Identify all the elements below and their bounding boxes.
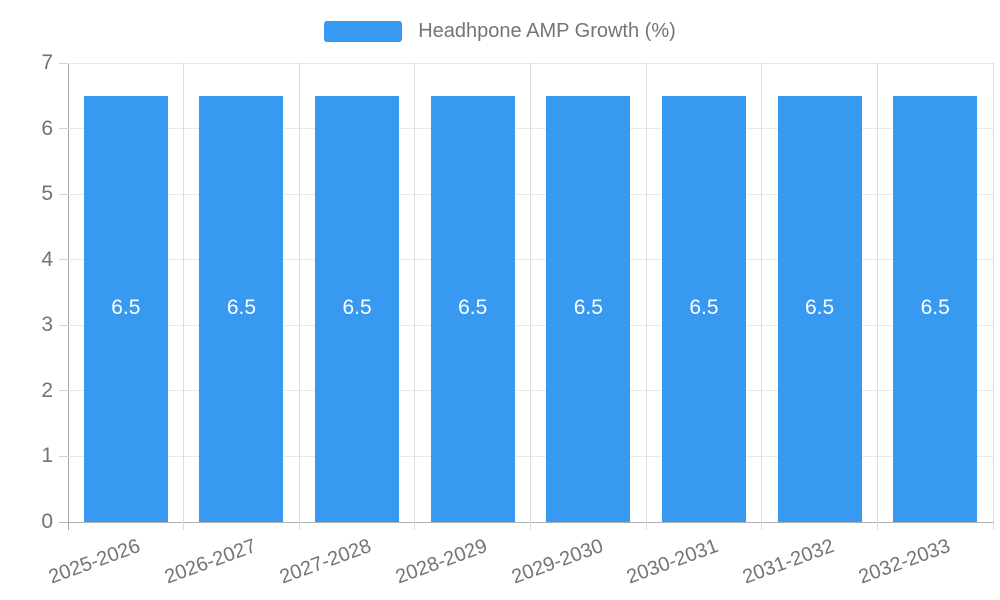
bar-value-label: 6.5 bbox=[804, 295, 835, 319]
bar-value-label: 6.5 bbox=[573, 295, 603, 319]
y-tick bbox=[59, 193, 68, 195]
y-tick-label: 4 bbox=[41, 247, 53, 271]
y-tick-label: 0 bbox=[41, 510, 53, 533]
y-tick-label: 2 bbox=[41, 378, 53, 402]
y-axis-line bbox=[68, 63, 69, 530]
bar-value-label: 6.5 bbox=[226, 295, 257, 319]
bar[interactable]: 6.5 bbox=[199, 95, 284, 522]
plot-area: 0 1 2 3 4 5 6 7 6.5 2025-2026 6.5 2026-2027 6.5 2027-… bbox=[41, 51, 994, 588]
y-tick bbox=[59, 455, 68, 457]
y-tick bbox=[59, 324, 68, 326]
v-gridline bbox=[876, 63, 878, 530]
bar[interactable]: 6.5 bbox=[777, 95, 862, 522]
y-tick bbox=[59, 390, 68, 392]
v-gridline bbox=[298, 63, 300, 530]
y-tick-label: 1 bbox=[41, 444, 53, 468]
y-tick bbox=[59, 259, 68, 261]
bar-value-label: 6.5 bbox=[920, 295, 950, 319]
legend: Headhpone AMP Growth (%) bbox=[0, 20, 1000, 43]
bar-value-label: 6.5 bbox=[458, 295, 488, 319]
x-tick-label: 2027-2028 bbox=[277, 535, 375, 589]
x-tick-label: 2029-2030 bbox=[508, 535, 606, 589]
bar[interactable]: 6.5 bbox=[893, 95, 978, 522]
x-axis-line bbox=[59, 522, 993, 523]
y-tick bbox=[59, 62, 68, 64]
y-tick-label: 3 bbox=[41, 313, 53, 337]
v-gridline bbox=[183, 63, 185, 530]
legend-item[interactable]: Headhpone AMP Growth (%) bbox=[324, 20, 676, 43]
y-tick-label: 7 bbox=[41, 51, 53, 74]
v-gridline bbox=[530, 63, 531, 530]
bar[interactable]: 6.5 bbox=[315, 95, 400, 522]
legend-label: Headhpone AMP Growth (%) bbox=[418, 20, 676, 42]
bar[interactable]: 6.5 bbox=[83, 95, 168, 522]
bar[interactable]: 6.5 bbox=[546, 95, 631, 522]
x-tick-label: 2026-2027 bbox=[161, 535, 259, 589]
bar-value-label: 6.5 bbox=[689, 295, 719, 319]
legend-swatch bbox=[324, 21, 403, 42]
y-tick-label: 6 bbox=[41, 116, 53, 140]
x-tick-label: 2030-2031 bbox=[624, 535, 722, 589]
bar[interactable]: 6.5 bbox=[661, 95, 746, 522]
y-tick-label: 5 bbox=[41, 182, 53, 206]
v-gridline bbox=[645, 63, 647, 530]
x-tick-label: 2028-2029 bbox=[392, 535, 491, 589]
bar-value-label: 6.5 bbox=[111, 295, 141, 319]
x-tick-label: 2031-2032 bbox=[739, 535, 838, 589]
y-tick bbox=[59, 128, 68, 130]
bar-value-label: 6.5 bbox=[342, 295, 372, 319]
x-tick-label: 2032-2033 bbox=[855, 535, 953, 589]
v-gridline bbox=[761, 63, 763, 530]
v-gridline bbox=[414, 63, 416, 530]
x-tick-label: 2025-2026 bbox=[45, 535, 144, 589]
v-gridline bbox=[992, 63, 994, 530]
bar[interactable]: 6.5 bbox=[430, 95, 515, 522]
